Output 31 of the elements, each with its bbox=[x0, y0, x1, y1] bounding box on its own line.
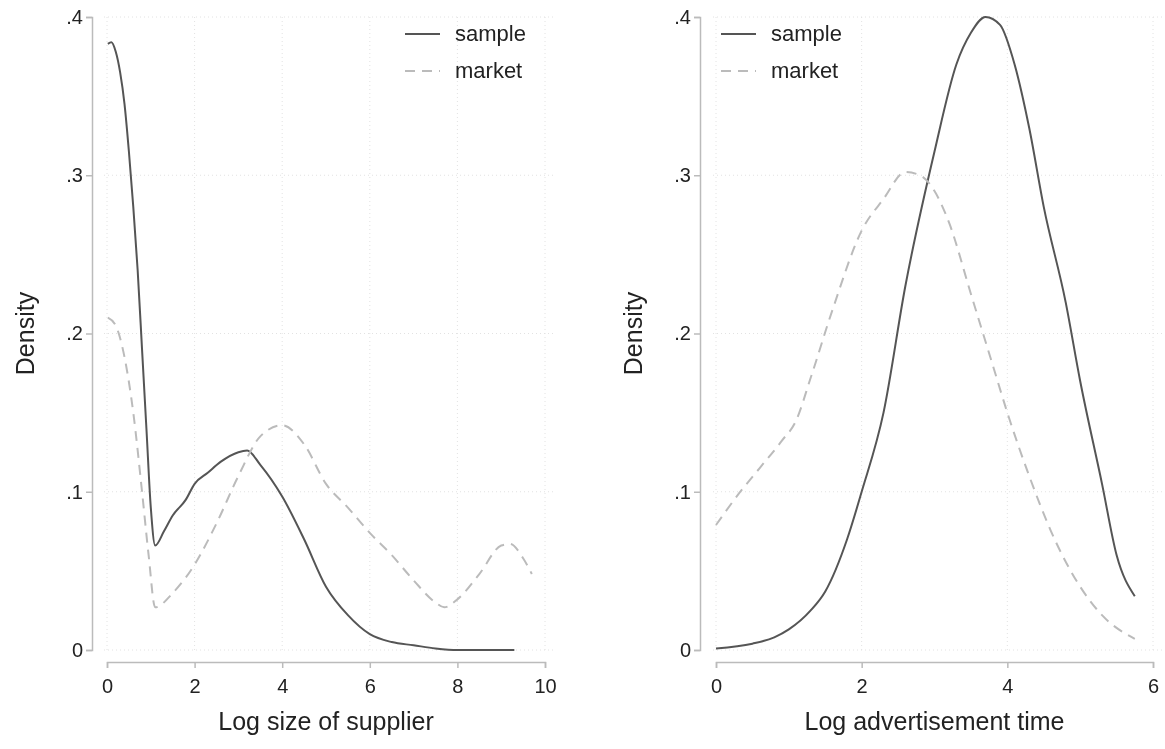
y-tick-label: .4 bbox=[674, 5, 691, 28]
legend-label: market bbox=[455, 58, 523, 83]
x-axis-title: Log advertisement time bbox=[804, 707, 1065, 735]
line-series bbox=[715, 171, 1136, 640]
y-tick-label: .3 bbox=[674, 164, 691, 187]
y-tick-label: .2 bbox=[66, 322, 83, 345]
legend-label: sample bbox=[455, 21, 526, 46]
x-tick-label: 0 bbox=[710, 675, 723, 697]
x-tick-label: 2 bbox=[189, 675, 201, 697]
y-tick-label: .3 bbox=[66, 164, 83, 187]
x-axis-title: Log size of supplier bbox=[218, 707, 434, 735]
legend-label: market bbox=[771, 58, 839, 83]
x-tick-label: 8 bbox=[452, 675, 464, 697]
y-tick-label: .4 bbox=[66, 5, 83, 28]
x-tick-label: 6 bbox=[364, 675, 376, 697]
y-axis-title: Density bbox=[619, 291, 647, 376]
y-tick-label: 0 bbox=[71, 638, 83, 661]
line-series bbox=[715, 16, 1136, 650]
x-tick-label: 0 bbox=[101, 675, 114, 697]
x-tick-label: 2 bbox=[856, 675, 868, 697]
line-series bbox=[106, 316, 533, 609]
x-tick-label: 10 bbox=[534, 675, 557, 697]
y-tick-label: .1 bbox=[66, 480, 83, 503]
y-tick-label: .2 bbox=[674, 322, 691, 345]
x-tick-label: 6 bbox=[1147, 675, 1160, 697]
x-tick-label: 4 bbox=[1002, 675, 1014, 697]
x-tick-label: 4 bbox=[277, 675, 289, 697]
y-tick-label: .1 bbox=[674, 480, 691, 503]
y-tick-label: 0 bbox=[679, 638, 691, 661]
y-axis-title: Density bbox=[11, 291, 39, 376]
legend-label: sample bbox=[771, 21, 842, 46]
